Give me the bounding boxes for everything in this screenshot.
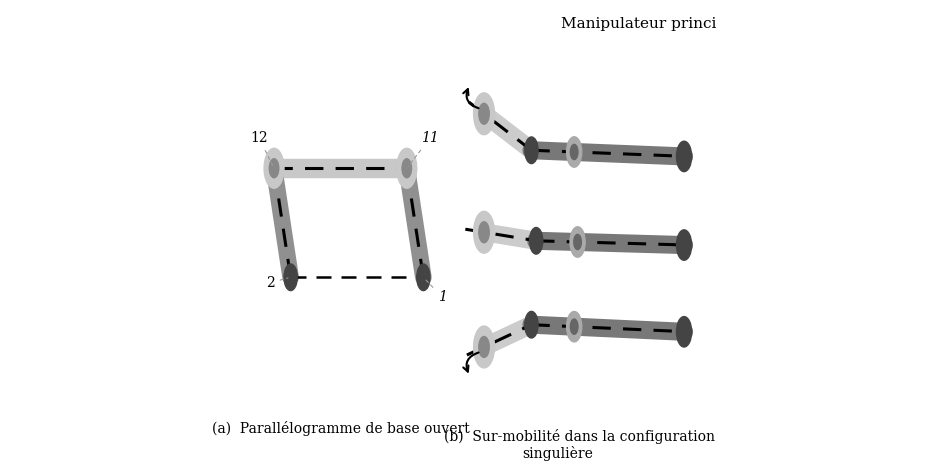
Ellipse shape <box>269 159 279 178</box>
Ellipse shape <box>402 159 412 178</box>
Ellipse shape <box>478 337 489 357</box>
Ellipse shape <box>525 137 538 164</box>
Ellipse shape <box>567 311 582 342</box>
Text: (b)  Sur-mobilité dans la configuration: (b) Sur-mobilité dans la configuration <box>444 429 715 444</box>
Ellipse shape <box>573 234 581 250</box>
Ellipse shape <box>264 148 284 188</box>
Ellipse shape <box>530 228 543 254</box>
Text: Manipulateur princi: Manipulateur princi <box>561 17 716 31</box>
Text: 11: 11 <box>409 131 438 166</box>
Ellipse shape <box>570 227 585 257</box>
Ellipse shape <box>571 319 578 334</box>
Ellipse shape <box>571 145 578 160</box>
Ellipse shape <box>397 148 417 188</box>
Ellipse shape <box>525 311 538 338</box>
Text: (a)  Parallélogramme de base ouvert: (a) Parallélogramme de base ouvert <box>211 421 469 437</box>
Text: 1: 1 <box>425 279 446 304</box>
Ellipse shape <box>284 264 298 291</box>
Text: 12: 12 <box>250 131 273 166</box>
Text: singulière: singulière <box>522 446 592 461</box>
Ellipse shape <box>478 222 489 243</box>
Ellipse shape <box>676 141 691 172</box>
Ellipse shape <box>474 326 495 368</box>
Ellipse shape <box>567 137 582 167</box>
Text: 2: 2 <box>266 276 288 290</box>
Ellipse shape <box>474 93 495 135</box>
Ellipse shape <box>676 230 691 260</box>
Ellipse shape <box>676 317 691 347</box>
Ellipse shape <box>478 103 489 124</box>
Ellipse shape <box>474 211 495 253</box>
Ellipse shape <box>417 264 430 291</box>
